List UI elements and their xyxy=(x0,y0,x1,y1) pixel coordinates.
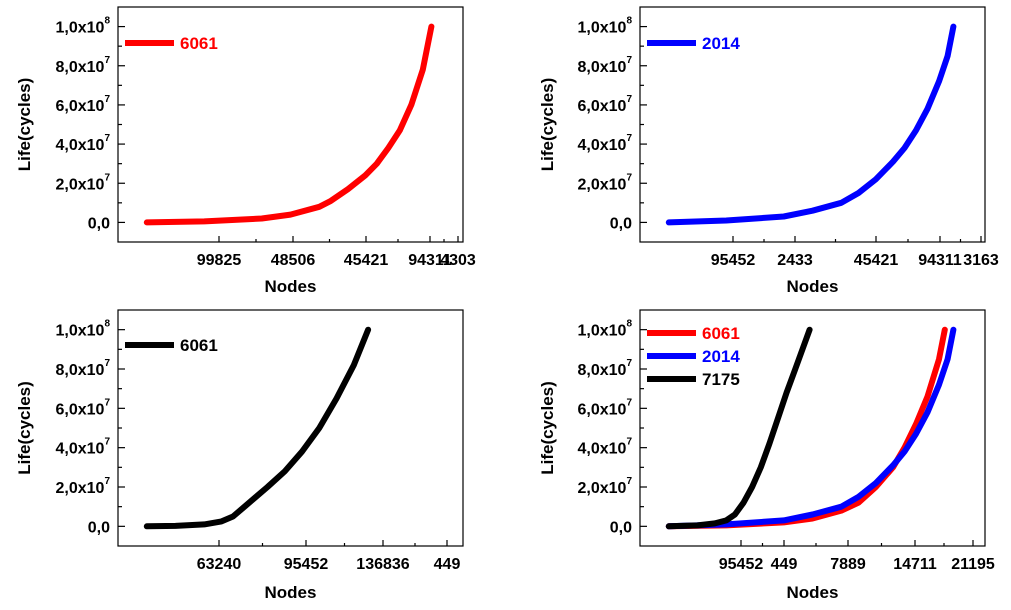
y-tick-label: 2,0x107 xyxy=(578,172,633,193)
y-tick-label: 8,0x107 xyxy=(56,358,111,379)
legend-label-2014: 2014 xyxy=(702,34,740,53)
x-axis-label: Nodes xyxy=(787,277,839,296)
y-tick-label: 8,0x107 xyxy=(578,358,633,379)
x-tick-label: 48506 xyxy=(271,252,316,269)
x-tick-label: 95452 xyxy=(711,252,756,269)
y-tick-label: 4,0x107 xyxy=(56,437,111,458)
y-axis-label: Life(cycles) xyxy=(538,381,557,475)
x-tick-label: 45421 xyxy=(854,252,899,269)
chart-panel-3: 0,0 2,0x107 4,0x107 6,0x107 8,0x107 1,0x108 63… xyxy=(15,309,464,602)
y-tick-label: 4,0x107 xyxy=(578,133,633,154)
legend-label-6061: 6061 xyxy=(702,324,740,343)
x-tick-label: 14711 xyxy=(893,556,937,573)
x-tick-label: 99825 xyxy=(197,252,242,269)
x-tick-label: 95452 xyxy=(719,556,764,573)
chart-panel-2: 0,0 2,0x107 4,0x107 6,0x107 8,0x107 1,0x108 95… xyxy=(538,6,999,296)
x-tick-label: 94311 xyxy=(408,252,452,269)
y-tick-label: 2,0x107 xyxy=(56,172,111,193)
x-tick-label: 4303 xyxy=(440,252,476,269)
y-tick-label: 2,0x107 xyxy=(56,476,111,497)
plot-frame xyxy=(639,309,986,547)
y-tick-label: 1,0x108 xyxy=(578,16,633,37)
y-tick-label: 1,0x108 xyxy=(56,319,111,340)
y-tick-label: 0,0 xyxy=(88,215,110,232)
legend-label-2014: 2014 xyxy=(702,347,740,366)
chart-panel-4: 0,0 2,0x107 4,0x107 6,0x107 8,0x107 1,0x108 95… xyxy=(538,309,995,602)
x-axis-label: Nodes xyxy=(265,277,317,296)
x-tick-label: 7889 xyxy=(830,556,866,573)
series-line-7175 xyxy=(665,326,813,530)
x-tick-label: 3163 xyxy=(963,252,999,269)
y-tick-label: 8,0x107 xyxy=(578,55,633,76)
x-tick-label: 449 xyxy=(434,556,461,573)
chart-panel-1: 0,0 2,0x107 4,0x107 6,0x107 8,0x107 1,0x108 99… xyxy=(15,6,476,296)
y-tick-label: 0,0 xyxy=(610,215,632,232)
x-tick-label: 94311 xyxy=(918,252,962,269)
x-axis-label: Nodes xyxy=(265,583,317,602)
x-tick-label: 63240 xyxy=(197,556,242,573)
y-tick-label: 4,0x107 xyxy=(578,437,633,458)
x-tick-label: 136836 xyxy=(356,556,409,573)
y-axis-label: Life(cycles) xyxy=(538,78,557,172)
x-axis-label: Nodes xyxy=(787,583,839,602)
x-tick-label: 449 xyxy=(771,556,798,573)
y-tick-label: 6,0x107 xyxy=(56,397,111,418)
legend-label-7175: 7175 xyxy=(702,370,740,389)
series-line-2014 xyxy=(665,326,957,530)
y-tick-label: 1,0x108 xyxy=(56,16,111,37)
y-tick-label: 6,0x107 xyxy=(56,94,111,115)
x-tick-label: 45421 xyxy=(344,252,389,269)
x-tick-label: 95452 xyxy=(284,556,329,573)
x-tick-label: 2433 xyxy=(777,252,813,269)
legend-label-6061: 6061 xyxy=(180,34,218,53)
y-axis-label: Life(cycles) xyxy=(15,381,34,475)
series-line-2014 xyxy=(665,23,957,226)
y-tick-label: 8,0x107 xyxy=(56,55,111,76)
y-axis-label: Life(cycles) xyxy=(15,78,34,172)
y-tick-label: 6,0x107 xyxy=(578,94,633,115)
legend-label-6061: 6061 xyxy=(180,336,218,355)
y-tick-label: 6,0x107 xyxy=(578,397,633,418)
y-tick-label: 4,0x107 xyxy=(56,133,111,154)
series-line-6061 xyxy=(143,23,435,226)
y-tick-label: 2,0x107 xyxy=(578,476,633,497)
y-tick-label: 0,0 xyxy=(88,519,110,536)
y-tick-label: 1,0x108 xyxy=(578,319,633,340)
series-line-6061 xyxy=(143,326,372,530)
y-tick-label: 0,0 xyxy=(610,519,632,536)
x-tick-label: 21195 xyxy=(951,556,995,573)
